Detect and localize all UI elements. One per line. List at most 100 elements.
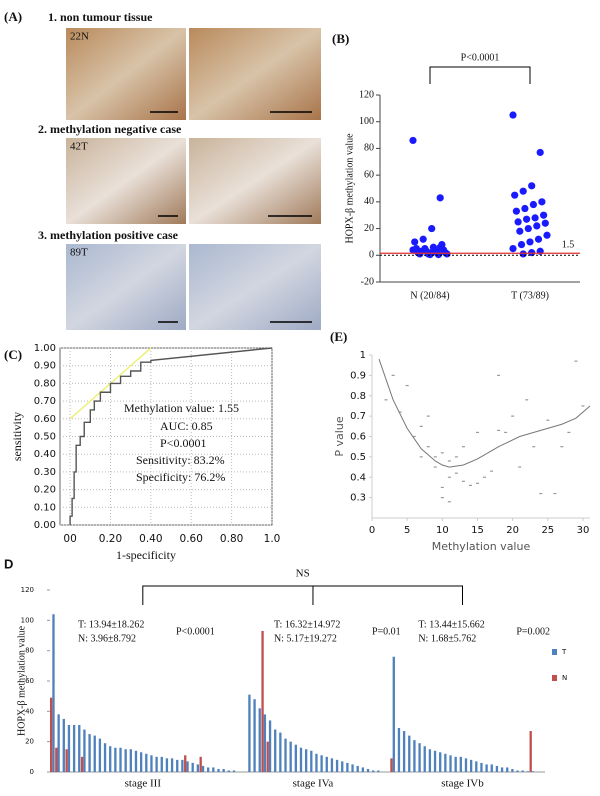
data-point	[398, 411, 402, 413]
data-point	[541, 219, 549, 227]
y-tick-label: 40	[25, 707, 34, 715]
bar	[475, 761, 478, 772]
bar	[325, 756, 328, 772]
data-point	[440, 452, 444, 454]
y-tick-label: 80	[364, 143, 374, 154]
data-point	[384, 399, 388, 401]
data-point	[504, 431, 508, 434]
data-point	[409, 246, 417, 254]
data-point	[434, 251, 443, 259]
y-tick-label: 60	[364, 169, 374, 180]
bar	[402, 731, 406, 772]
micrograph	[189, 138, 321, 224]
data-point	[411, 238, 419, 246]
micrograph	[66, 28, 186, 120]
bar	[469, 759, 473, 772]
bar	[480, 762, 483, 772]
data-point	[433, 456, 437, 458]
group-stats: N: 1.68±5.762	[418, 633, 476, 644]
bar	[134, 750, 138, 772]
data-point	[539, 492, 543, 495]
x-tick-label: 20	[506, 525, 519, 536]
bar	[78, 724, 81, 772]
y-tick-label: 120	[359, 89, 374, 100]
bar	[165, 758, 169, 772]
bar	[268, 720, 272, 772]
group-stats: N: 5.17±19.272	[274, 633, 337, 644]
y-tick-label: 80	[25, 647, 34, 655]
data-point	[497, 429, 501, 431]
bar	[495, 765, 499, 772]
x-tick-label: 0.40	[139, 533, 162, 545]
data-point	[391, 374, 395, 376]
bar	[186, 761, 189, 772]
data-point	[509, 245, 517, 253]
bar	[129, 749, 132, 772]
y-tick-label: 0.30	[34, 467, 56, 478]
data-point	[523, 215, 531, 223]
data-point	[447, 460, 451, 462]
bar	[433, 750, 437, 772]
bar	[212, 767, 215, 772]
panel-c: (C) 0.00 0.10 0.20 0.30 0.40 0.50 0.60 0.70 0.80 0…	[4, 343, 280, 562]
x-tick-label: 1.0	[264, 533, 281, 545]
y-tick-label: 0.5	[350, 452, 366, 463]
bar	[304, 749, 308, 772]
row-title: 2. methylation negative case	[38, 122, 182, 136]
bar	[62, 718, 65, 772]
y-tick-label: 0.90	[34, 361, 56, 372]
y-tick-label: 0.7	[350, 411, 366, 422]
y-tick-label: 0.8	[350, 391, 366, 402]
bar	[160, 756, 163, 772]
data-point	[567, 431, 571, 434]
significance: NS	[296, 568, 310, 580]
y-tick-label: 120	[21, 586, 34, 594]
x-tick-label: 0.80	[220, 533, 243, 545]
bar	[310, 750, 313, 772]
data-point	[533, 222, 541, 230]
bar	[119, 747, 122, 772]
bar	[266, 741, 269, 772]
data-point	[461, 446, 465, 448]
sample-id: 42T	[70, 141, 88, 153]
sample-id: 22N	[70, 31, 89, 43]
legend-label: N	[562, 674, 567, 682]
y-tick-label: -20	[361, 276, 374, 287]
bar	[124, 749, 127, 772]
x-tick-label: 15	[471, 525, 484, 536]
data-point	[454, 456, 458, 458]
data-point	[461, 480, 465, 482]
data-point	[574, 360, 578, 362]
data-point	[447, 501, 451, 503]
x-tick-label: 00	[63, 533, 76, 545]
bar	[516, 770, 519, 772]
bar	[176, 759, 179, 772]
bar	[341, 761, 344, 772]
data-point	[426, 446, 430, 448]
bar	[279, 732, 282, 772]
bar	[201, 765, 205, 772]
data-point	[511, 191, 519, 199]
y-tick-label: 0.4	[350, 472, 366, 483]
data-point	[428, 249, 436, 257]
x-tick-label: 0.20	[99, 533, 122, 545]
data-point	[538, 198, 546, 206]
threshold-label: 1.5	[562, 240, 575, 251]
bar	[490, 764, 493, 772]
bar	[232, 770, 236, 772]
micrograph	[189, 28, 321, 120]
y-tick-label: 0	[369, 250, 374, 261]
bar	[114, 747, 117, 772]
annotation: Specificity: 76.2%	[136, 470, 225, 484]
group-stats: T: 13.44±15.662	[418, 619, 484, 630]
bar	[444, 753, 447, 772]
bar	[227, 770, 230, 772]
bar	[521, 770, 524, 772]
y-axis-title: sensitivity	[10, 412, 24, 461]
bar	[351, 764, 354, 772]
data-point	[468, 484, 472, 486]
bar	[315, 753, 318, 772]
bar	[531, 771, 535, 772]
y-tick-label: 60	[25, 677, 34, 685]
